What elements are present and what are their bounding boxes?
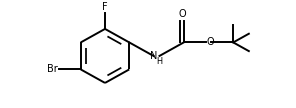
Text: H: H [156,57,163,66]
Text: Br: Br [47,64,58,74]
Text: F: F [102,2,108,12]
Text: N: N [150,51,157,61]
Text: O: O [178,9,186,19]
Text: O: O [207,37,214,47]
